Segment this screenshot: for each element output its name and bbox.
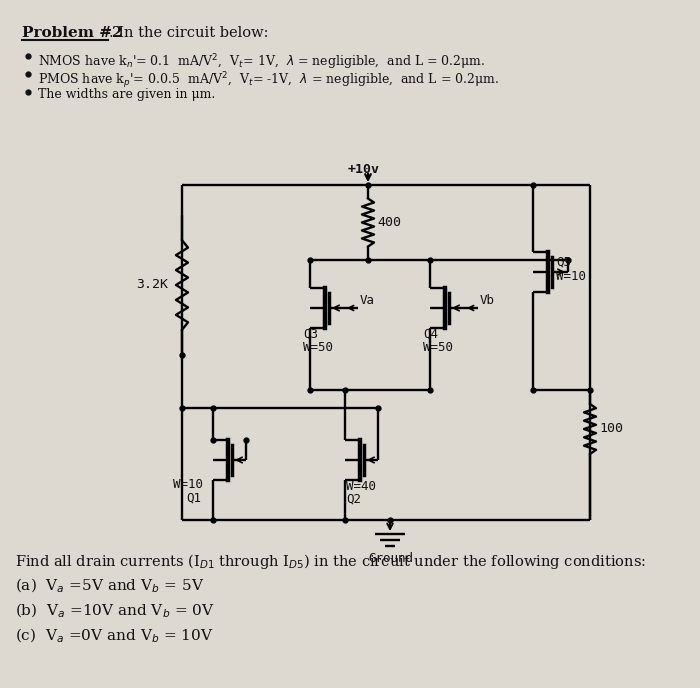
Text: Q4: Q4 (423, 328, 438, 341)
Text: W=50: W=50 (303, 341, 333, 354)
Text: Vb: Vb (480, 294, 495, 307)
Text: W=40: W=40 (346, 480, 376, 493)
Text: 400: 400 (377, 216, 401, 229)
Text: . In the circuit below:: . In the circuit below: (109, 26, 269, 40)
Text: W=10: W=10 (173, 478, 203, 491)
Text: W=10: W=10 (556, 270, 586, 283)
Text: Q5: Q5 (556, 256, 571, 269)
Text: (c)  V$_a$ =0V and V$_b$ = 10V: (c) V$_a$ =0V and V$_b$ = 10V (15, 627, 213, 645)
Text: 100: 100 (599, 422, 623, 436)
Text: The widths are given in μm.: The widths are given in μm. (38, 88, 216, 101)
Text: (a)  V$_a$ =5V and V$_b$ = 5V: (a) V$_a$ =5V and V$_b$ = 5V (15, 577, 204, 595)
Text: Q3: Q3 (303, 328, 318, 341)
Text: Q2: Q2 (346, 493, 361, 506)
Text: Ground: Ground (368, 552, 413, 565)
Text: +10v: +10v (348, 163, 380, 176)
Text: Va: Va (360, 294, 375, 307)
Text: Q1: Q1 (186, 492, 201, 505)
Text: PMOS have k$_p$'= 0.0.5  mA/V$^2$,  V$_t$= -1V,  $\lambda$ = negligible,  and L : PMOS have k$_p$'= 0.0.5 mA/V$^2$, V$_t$=… (38, 70, 499, 91)
Text: (b)  V$_a$ =10V and V$_b$ = 0V: (b) V$_a$ =10V and V$_b$ = 0V (15, 602, 215, 621)
Text: 3.2K: 3.2K (136, 279, 168, 292)
Text: Problem #2: Problem #2 (22, 26, 122, 40)
Text: NMOS have k$_n$'= 0.1  mA/V$^2$,  V$_t$= 1V,  $\lambda$ = negligible,  and L = 0: NMOS have k$_n$'= 0.1 mA/V$^2$, V$_t$= 1… (38, 52, 485, 72)
Text: W=50: W=50 (423, 341, 453, 354)
Text: Find all drain currents (I$_{D1}$ through I$_{D5}$) in the circuit under the fol: Find all drain currents (I$_{D1}$ throug… (15, 552, 646, 571)
